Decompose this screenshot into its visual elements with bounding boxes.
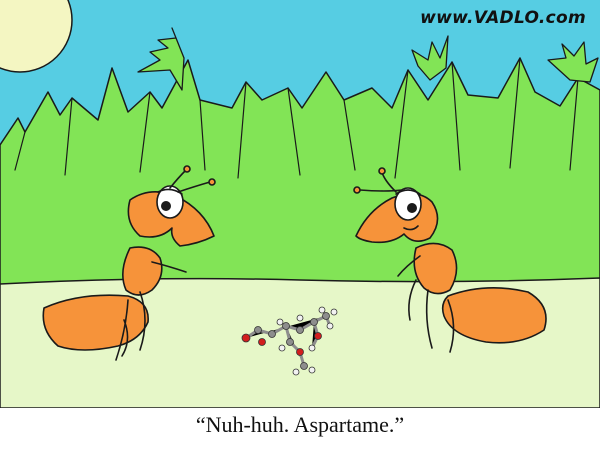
left-ant-pupil xyxy=(161,201,171,211)
watermark-text: www.VADLO.com xyxy=(420,8,586,28)
right-ant-mouth xyxy=(403,225,419,231)
leaf-sprigs xyxy=(137,27,599,91)
right-ant-thorax xyxy=(413,242,458,295)
right-ant-abdomen xyxy=(441,287,547,344)
aspartame-molecule xyxy=(241,306,338,376)
left-ant-thorax xyxy=(122,246,163,296)
left-ant-antenna-tip xyxy=(208,178,216,186)
left-ant-antenna xyxy=(177,181,211,193)
left-ant xyxy=(42,165,216,361)
right-ant-antenna-tip xyxy=(378,167,386,175)
sun xyxy=(0,0,73,73)
right-ant-leg xyxy=(447,299,455,353)
caption-text: “Nuh-huh. Aspartame.” xyxy=(195,412,405,437)
left-ant-leg xyxy=(139,291,146,351)
left-ant-antenna-tip xyxy=(183,165,191,173)
cartoon-scene xyxy=(0,0,600,408)
left-ant-leg xyxy=(151,261,187,273)
left-ant-leg xyxy=(121,319,129,357)
right-ant-antenna xyxy=(359,189,403,192)
cartoon-illustration xyxy=(0,0,600,408)
left-ant-eyelid xyxy=(157,188,183,195)
left-ant-leg xyxy=(115,299,129,361)
right-ant-leg xyxy=(425,289,433,349)
right-ant-leg xyxy=(408,279,417,321)
right-ant-pupil xyxy=(407,203,417,213)
right-ant-leg xyxy=(397,255,421,277)
right-ant-eyelid xyxy=(395,189,421,195)
right-ant-antenna-tip xyxy=(353,186,361,194)
molecule-atom xyxy=(241,306,338,376)
grass-blades xyxy=(14,57,579,179)
right-ant xyxy=(353,167,547,353)
